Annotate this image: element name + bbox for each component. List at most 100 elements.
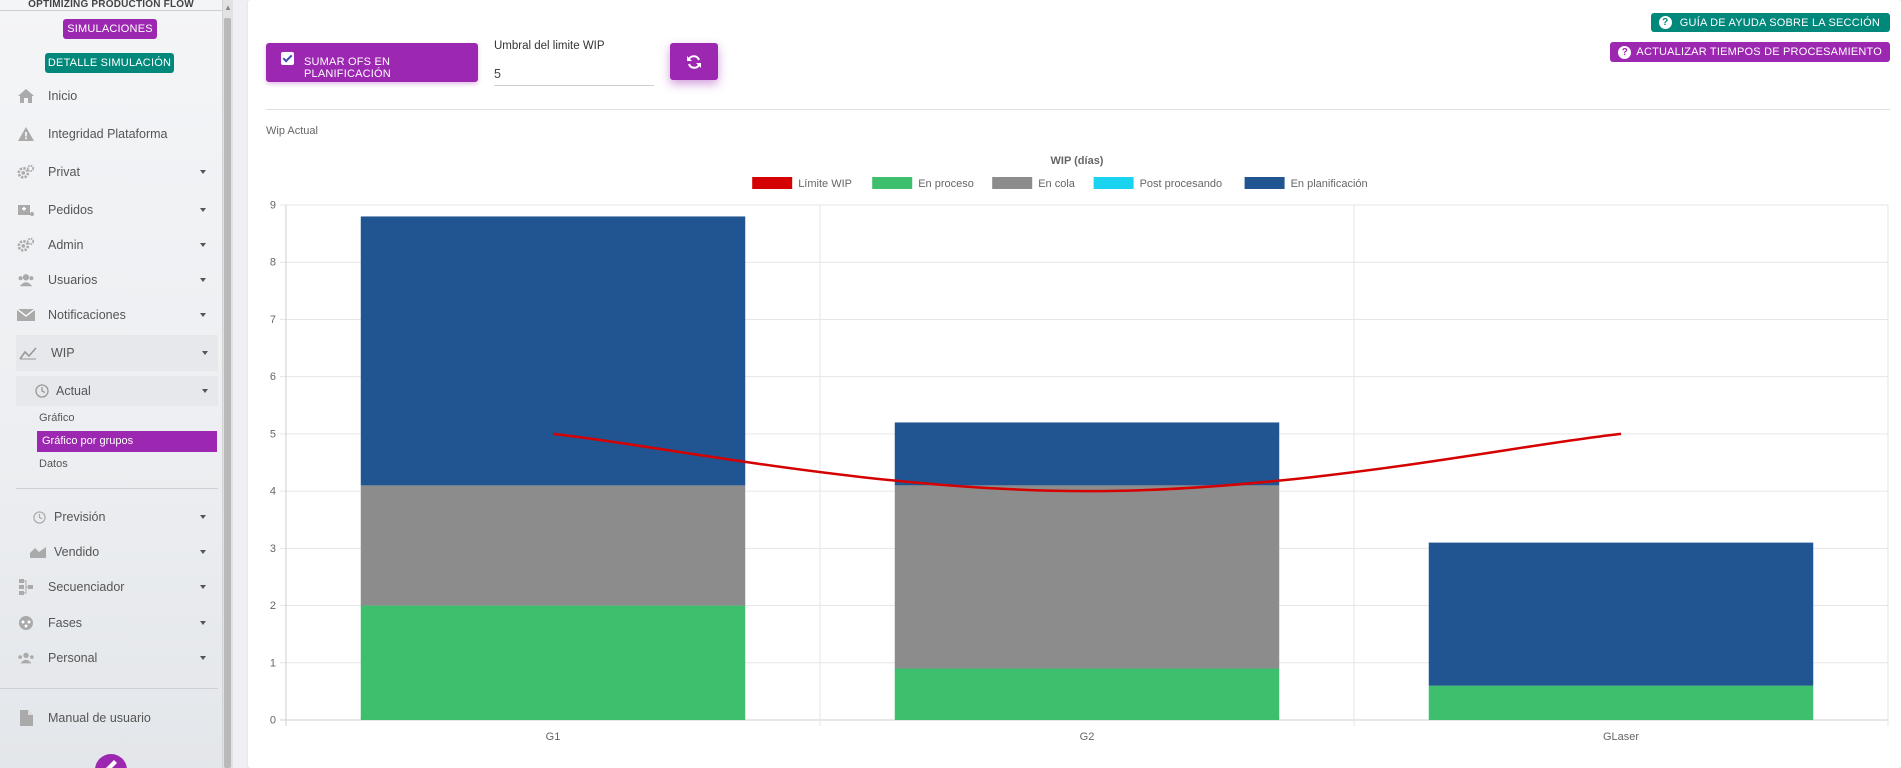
cogs-icon xyxy=(17,163,35,181)
sidebar-item-usuarios[interactable]: Usuarios xyxy=(0,265,218,295)
y-tick-label: 9 xyxy=(270,200,276,212)
sidebar-item-admin[interactable]: Admin xyxy=(0,230,218,260)
chevron-down-icon xyxy=(200,313,206,317)
bar-segment xyxy=(894,668,1280,720)
sidebar-item-prevision[interactable]: Previsión xyxy=(0,502,218,532)
cogs-icon xyxy=(17,236,35,254)
bar-segment xyxy=(1428,685,1814,720)
sidebar-subitem-grafico-grupos[interactable]: Gráfico por grupos xyxy=(37,431,217,452)
sitemap-icon xyxy=(17,578,35,596)
sumar-ofs-toggle-button[interactable]: SUMAR OFS EN PLANIFICACIÓN xyxy=(266,43,478,82)
area-chart-icon xyxy=(29,543,47,561)
sidebar-item-secuenciador[interactable]: Secuenciador xyxy=(0,572,218,602)
sidebar-subitem-datos[interactable]: Datos xyxy=(39,458,68,470)
limit-line-layer xyxy=(552,432,1622,493)
simulaciones-button[interactable]: SIMULACIONES xyxy=(63,19,157,39)
users-icon xyxy=(17,271,35,289)
sidebar-item-label: Previsión xyxy=(54,510,106,524)
sidebar-item-pedidos[interactable]: Pedidos xyxy=(0,195,218,225)
sidebar-item-notificaciones[interactable]: Notificaciones xyxy=(0,300,218,330)
sidebar-item-label: Fases xyxy=(48,616,83,630)
sumar-ofs-label: SUMAR OFS EN PLANIFICACIÓN xyxy=(304,56,391,80)
sidebar-item-inicio[interactable]: Inicio xyxy=(0,81,218,111)
chevron-down-icon xyxy=(200,243,206,247)
section-title: Wip Actual xyxy=(266,125,318,137)
chart-bars xyxy=(360,216,1814,720)
legend-label: En planificación xyxy=(1291,178,1368,190)
chevron-down-icon xyxy=(200,585,206,589)
sidebar-item-label: Actual xyxy=(56,384,91,398)
chevron-down-icon xyxy=(200,170,206,174)
cog-circle-icon xyxy=(17,614,35,632)
sidebar-item-manual[interactable]: Manual de usuario xyxy=(0,703,218,733)
y-tick-label: 7 xyxy=(270,314,276,326)
chevron-down-icon xyxy=(200,621,206,625)
sidebar-item-integridad[interactable]: Integridad Plataforma xyxy=(0,119,218,149)
bar-segment xyxy=(1428,542,1814,686)
x-tick-label: G2 xyxy=(1080,731,1095,743)
sumar-ofs-checkbox[interactable] xyxy=(281,52,294,65)
limite-wip-line xyxy=(552,432,1622,493)
history-icon xyxy=(30,508,48,526)
refresh-button[interactable] xyxy=(670,43,718,80)
sidebar-subitem-grafico[interactable]: Gráfico xyxy=(39,412,75,424)
sidebar-item-vendido[interactable]: Vendido xyxy=(0,537,218,567)
x-axis: G1 G2 GLaser xyxy=(546,731,1640,743)
bar-segment xyxy=(894,422,1280,486)
file-icon xyxy=(17,709,35,727)
chart-title: WIP (días) xyxy=(1051,155,1104,167)
detalle-simulacion-button[interactable]: DETALLE SIMULACIÓN xyxy=(45,53,174,73)
legend-swatch xyxy=(992,177,1033,189)
y-tick-label: 1 xyxy=(270,657,276,669)
sidebar-item-label: Admin xyxy=(48,238,84,252)
sidebar-item-privat[interactable]: Privat xyxy=(0,157,218,187)
sidebar-item-label: Manual de usuario xyxy=(48,711,151,725)
scroll-up-arrow-icon[interactable]: ▲ xyxy=(224,3,232,12)
chevron-down-icon xyxy=(202,389,208,393)
y-tick-label: 6 xyxy=(270,371,276,383)
legend-swatch xyxy=(1093,177,1134,189)
question-circle-icon: ? xyxy=(1658,16,1672,29)
y-tick-label: 8 xyxy=(270,257,276,269)
sidebar-item-actual[interactable]: Actual xyxy=(16,376,218,406)
sidebar-item-label: Integridad Plataforma xyxy=(48,127,168,141)
sidebar: OPTIMIZING PRODUCTION FLOW SIMULACIONES … xyxy=(0,0,222,768)
chevron-down-icon xyxy=(200,656,206,660)
sidebar-divider xyxy=(0,688,218,689)
sidebar-scroll-thumb[interactable] xyxy=(224,18,231,768)
legend-label: Post procesando xyxy=(1140,178,1223,190)
y-tick-label: 4 xyxy=(270,486,276,498)
actualizar-tiempos-label: ACTUALIZAR TIEMPOS DE PROCESAMIENTO xyxy=(1636,46,1882,58)
envelope-icon xyxy=(17,306,35,324)
sidebar-item-label: Inicio xyxy=(48,89,78,103)
actualizar-tiempos-button[interactable]: ? ACTUALIZAR TIEMPOS DE PROCESAMIENTO xyxy=(1610,42,1890,62)
chevron-down-icon xyxy=(200,278,206,282)
refresh-icon xyxy=(687,54,701,69)
x-tick-label: GLaser xyxy=(1603,731,1639,743)
sidebar-item-label: Vendido xyxy=(54,545,100,559)
guia-ayuda-button[interactable]: ? GUÍA DE AYUDA SOBRE LA SECCIÓN xyxy=(1650,13,1890,32)
y-tick-label: 2 xyxy=(270,600,276,612)
umbral-wip-input[interactable] xyxy=(494,62,654,86)
brand-title: OPTIMIZING PRODUCTION FLOW xyxy=(28,0,194,10)
y-tick-label: 0 xyxy=(270,715,276,727)
pencil-icon xyxy=(106,760,117,768)
warning-icon xyxy=(17,125,35,143)
brand-divider xyxy=(0,10,222,11)
bar-segment xyxy=(360,216,746,486)
y-tick-label: 3 xyxy=(270,543,276,555)
sidebar-item-label: Pedidos xyxy=(48,203,94,217)
bar-segment xyxy=(894,485,1280,669)
sidebar-item-fases[interactable]: Fases xyxy=(0,608,218,638)
chevron-down-icon xyxy=(200,550,206,554)
sidebar-item-label: Secuenciador xyxy=(48,580,125,594)
sidebar-item-personal[interactable]: Personal xyxy=(0,643,218,673)
chart-legend: Límite WIP En proceso En cola Post procesan… xyxy=(752,177,1368,190)
x-tick-label: G1 xyxy=(546,731,561,743)
edit-fab-button[interactable] xyxy=(95,754,127,768)
sidebar-item-label: Usuarios xyxy=(48,273,98,287)
legend-label: Límite WIP xyxy=(798,178,852,190)
home-icon xyxy=(17,87,35,105)
sidebar-item-wip[interactable]: WIP xyxy=(16,335,218,371)
y-axis: 0 1 2 3 4 5 6 7 8 9 xyxy=(270,200,276,727)
